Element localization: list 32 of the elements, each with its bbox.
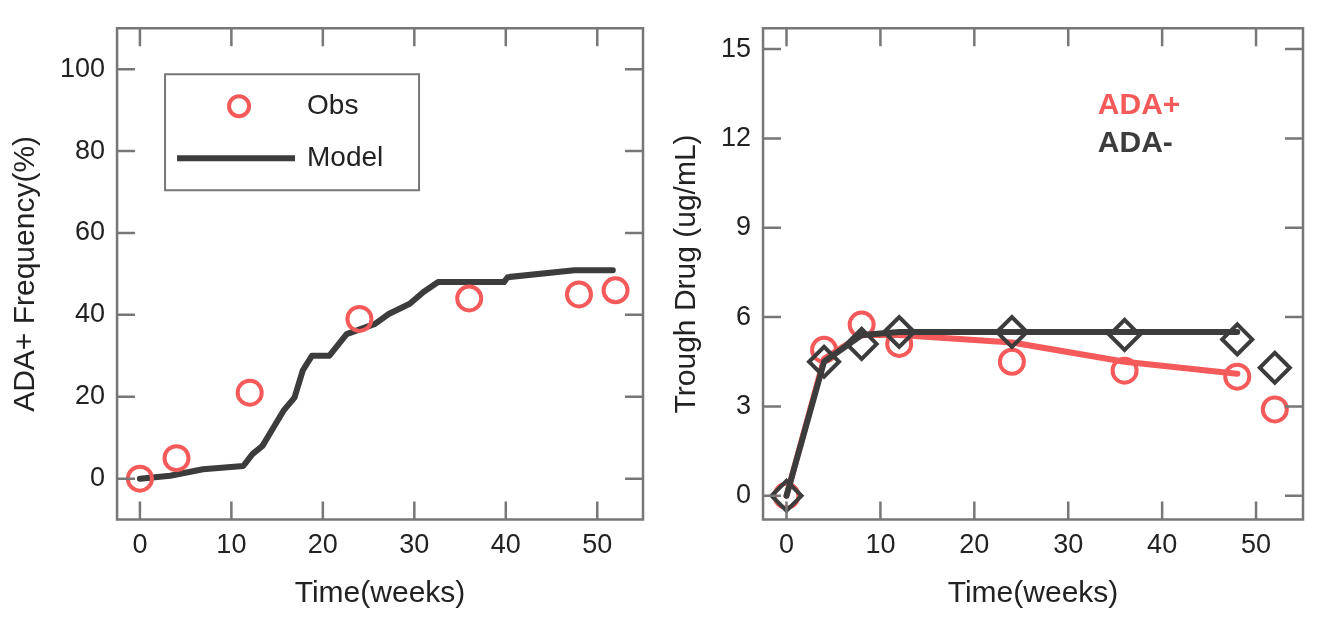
legend-label: Obs [307,88,359,120]
y-axis-title: ADA+ Frequency(%) [7,135,41,412]
x-tick-label: 20 [959,529,990,560]
x-axis-title: Time(weeks) [294,575,466,609]
y-tick-label: 6 [736,300,752,331]
y-tick-label: 0 [90,462,106,493]
x-axis-title: Time(weeks) [947,575,1119,609]
y-axis-title: Trough Drug (ug/mL) [668,134,702,414]
x-tick-label: 30 [399,529,430,560]
x-tick-label: 20 [307,529,338,560]
y-tick-label: 3 [736,389,752,420]
y-tick-label: 60 [75,216,106,247]
text: ADA- [1097,125,1173,159]
x-tick-label: 0 [132,529,148,560]
y-tick-label: 12 [720,121,752,152]
y-tick-label: 80 [75,134,106,165]
y-tick-label: 15 [720,32,752,63]
legend-label: Model [307,140,384,172]
x-tick-label: 50 [1241,529,1272,560]
y-tick-label: 100 [59,52,106,83]
y-tick-label: 40 [75,298,106,329]
x-tick-label: 0 [778,529,795,560]
y-tick-label: 20 [75,380,106,411]
x-tick-label: 40 [1147,529,1178,560]
x-tick-label: 50 [582,529,613,560]
x-tick-label: 30 [1053,529,1084,560]
y-tick-label: 0 [736,479,752,510]
x-tick-label: 40 [490,529,521,560]
x-tick-label: 10 [216,529,247,560]
y-tick-label: 9 [736,211,752,242]
text: ADA+ [1097,87,1181,121]
x-tick-label: 10 [865,529,896,560]
